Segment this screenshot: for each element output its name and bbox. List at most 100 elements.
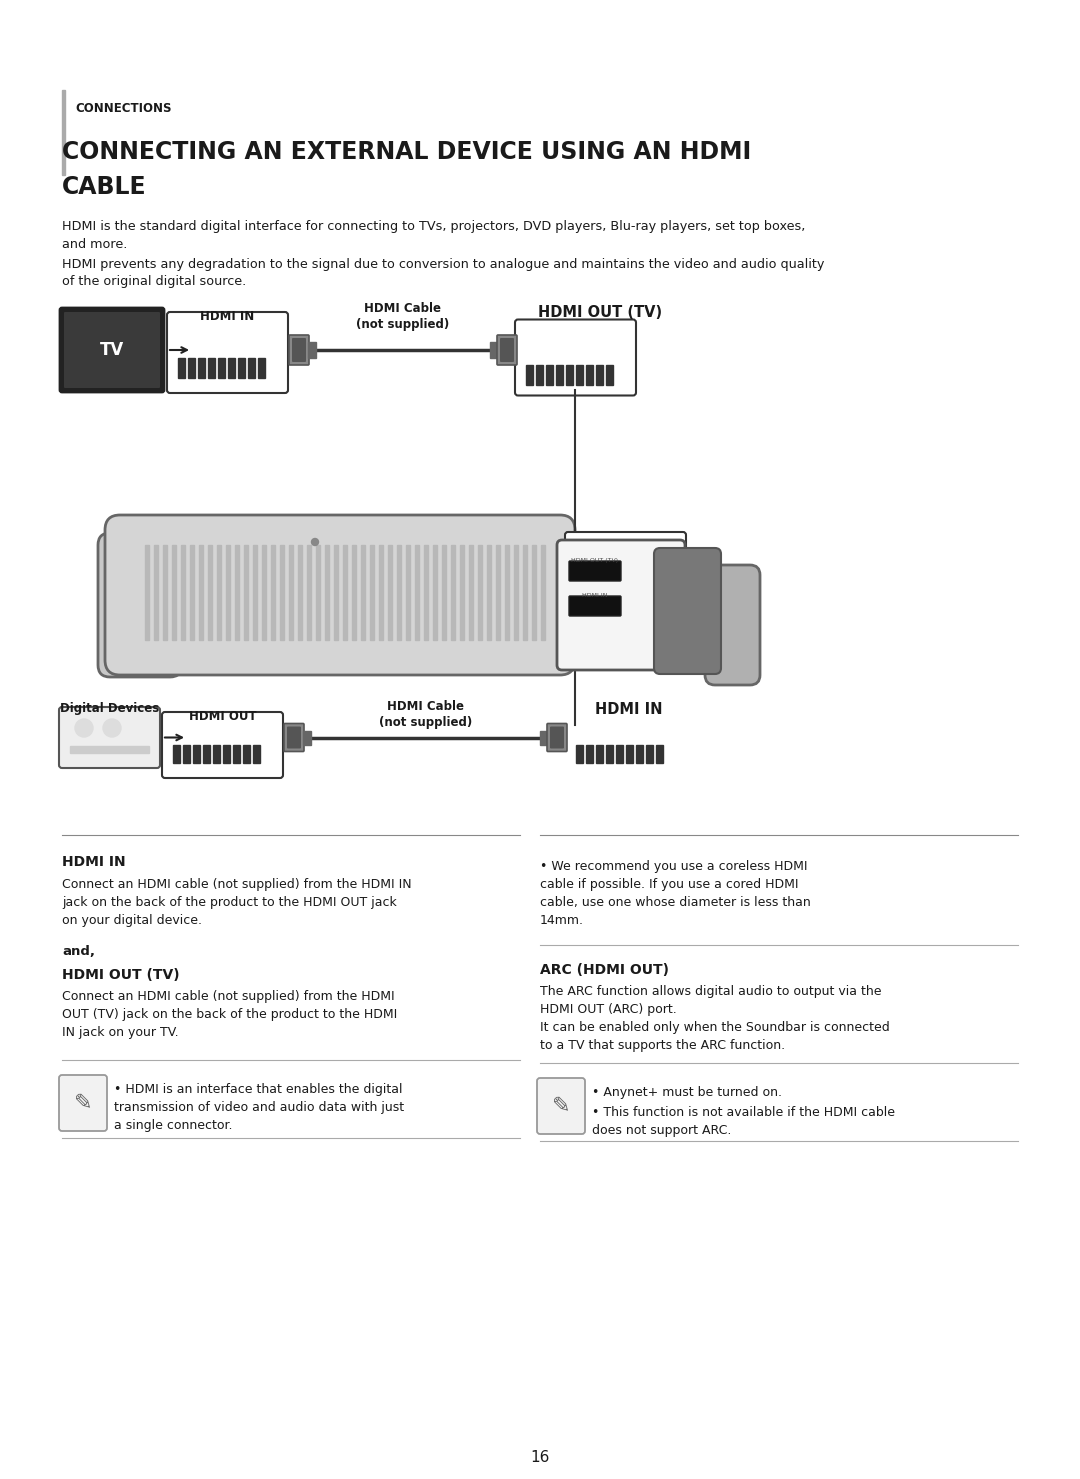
Text: 16: 16 [530, 1449, 550, 1466]
Bar [316, 544, 320, 640]
Bar [606, 745, 613, 763]
Bar [145, 544, 149, 640]
Bar [626, 745, 633, 763]
FancyBboxPatch shape [569, 596, 621, 615]
Bar [181, 544, 185, 640]
Bar [541, 544, 545, 640]
Bar [556, 364, 563, 385]
Bar [253, 544, 257, 640]
Bar [536, 364, 543, 385]
Bar [258, 358, 265, 379]
Bar [213, 745, 220, 763]
Text: • HDMI is an interface that enables the digital
transmission of video and audio : • HDMI is an interface that enables the … [114, 1083, 404, 1131]
Bar [343, 544, 347, 640]
FancyBboxPatch shape [167, 312, 288, 393]
Bar [406, 544, 410, 640]
FancyBboxPatch shape [497, 336, 517, 365]
Bar [325, 544, 329, 640]
Text: TV: TV [99, 342, 124, 359]
Bar [636, 745, 643, 763]
Text: HDMI IN: HDMI IN [201, 311, 255, 322]
Bar [233, 745, 240, 763]
Bar [523, 544, 527, 640]
Bar [546, 364, 553, 385]
Bar [586, 745, 593, 763]
Bar [361, 544, 365, 640]
Text: CONNECTING AN EXTERNAL DEVICE USING AN HDMI: CONNECTING AN EXTERNAL DEVICE USING AN H… [62, 141, 752, 164]
FancyBboxPatch shape [289, 336, 309, 365]
Text: HDMI OUT (TV): HDMI OUT (TV) [571, 558, 619, 563]
Bar [208, 358, 215, 379]
Bar [526, 364, 534, 385]
Bar [199, 544, 203, 640]
Bar [576, 364, 583, 385]
Bar [190, 544, 194, 640]
Text: HDMI OUT: HDMI OUT [189, 710, 256, 723]
Text: • Anynet+ must be turned on.: • Anynet+ must be turned on. [592, 1086, 782, 1099]
Text: CONNECTIONS: CONNECTIONS [75, 102, 172, 115]
Bar [183, 745, 190, 763]
FancyBboxPatch shape [60, 308, 164, 392]
FancyBboxPatch shape [59, 1075, 107, 1131]
Bar [289, 544, 293, 640]
Bar [271, 544, 275, 640]
Bar [388, 544, 392, 640]
Bar [203, 745, 210, 763]
Text: HDMI IN: HDMI IN [595, 703, 662, 717]
Text: ARC (HDMI OUT): ARC (HDMI OUT) [540, 963, 669, 978]
FancyBboxPatch shape [287, 726, 301, 748]
Bar [576, 745, 583, 763]
Text: • This function is not available if the HDMI cable
does not support ARC.: • This function is not available if the … [592, 1106, 895, 1137]
FancyBboxPatch shape [537, 1078, 585, 1134]
FancyBboxPatch shape [162, 711, 283, 778]
FancyBboxPatch shape [557, 540, 685, 670]
Bar [490, 342, 498, 358]
Bar [62, 90, 65, 175]
Bar [442, 544, 446, 640]
Circle shape [75, 719, 93, 737]
Text: HDMI IN: HDMI IN [62, 855, 125, 870]
Text: HDMI is the standard digital interface for connecting to TVs, projectors, DVD pl: HDMI is the standard digital interface f… [62, 220, 806, 250]
FancyBboxPatch shape [515, 319, 636, 395]
Bar [596, 745, 603, 763]
FancyBboxPatch shape [284, 723, 303, 751]
Bar [370, 544, 374, 640]
Bar [253, 745, 260, 763]
Text: HDMI OUT (TV): HDMI OUT (TV) [538, 305, 662, 319]
Bar [606, 364, 613, 385]
Bar [424, 544, 428, 640]
Bar [178, 358, 185, 379]
Bar [514, 544, 518, 640]
Bar [487, 544, 491, 640]
Text: HDMI IN: HDMI IN [582, 593, 608, 598]
Bar [616, 745, 623, 763]
Bar [198, 358, 205, 379]
Bar [193, 745, 200, 763]
Circle shape [103, 719, 121, 737]
Bar [532, 544, 536, 640]
Bar [505, 544, 509, 640]
Bar [478, 544, 482, 640]
Bar [248, 358, 255, 379]
Text: Digital Devices: Digital Devices [59, 703, 159, 714]
Bar [70, 745, 149, 753]
Bar [226, 544, 230, 640]
FancyBboxPatch shape [59, 707, 160, 768]
Circle shape [311, 538, 319, 546]
Bar [566, 364, 573, 385]
Bar [262, 544, 266, 640]
FancyBboxPatch shape [550, 726, 564, 748]
Text: Connect an HDMI cable (not supplied) from the HDMI
OUT (TV) jack on the back of : Connect an HDMI cable (not supplied) fro… [62, 989, 397, 1040]
Bar [451, 544, 455, 640]
Bar [235, 544, 239, 640]
Bar [238, 358, 245, 379]
Bar [334, 544, 338, 640]
Bar [540, 731, 548, 744]
Bar [228, 358, 235, 379]
Bar [308, 342, 316, 358]
Bar [298, 544, 302, 640]
Text: The ARC function allows digital audio to output via the
HDMI OUT (ARC) port.
It : The ARC function allows digital audio to… [540, 985, 890, 1052]
Bar [217, 544, 221, 640]
Text: HDMI Cable
(not supplied): HDMI Cable (not supplied) [356, 302, 449, 331]
FancyBboxPatch shape [292, 339, 306, 362]
